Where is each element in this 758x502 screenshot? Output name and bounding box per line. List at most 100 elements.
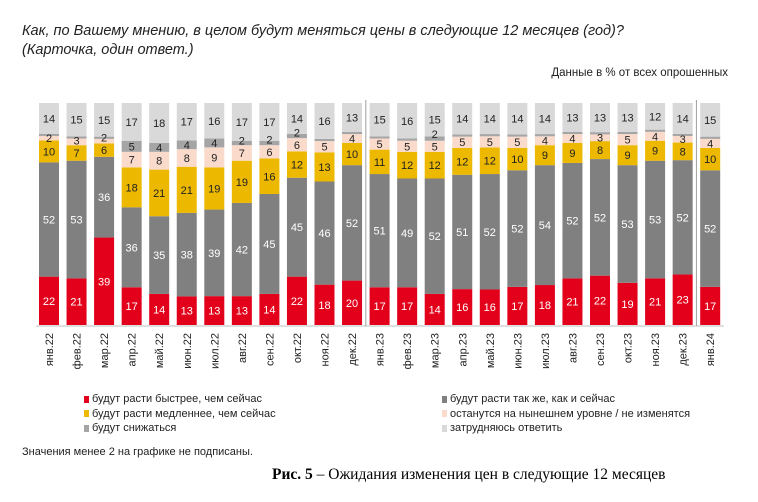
figure-caption-text: – Ожидания изменения цен в следующие 12 … xyxy=(312,466,666,483)
data-label: 19 xyxy=(236,177,248,189)
bar-segment xyxy=(397,287,418,325)
bar-segment xyxy=(369,174,390,288)
bar-segment xyxy=(534,136,555,146)
legend-label: будут расти быстрее, чем сейчас xyxy=(92,393,262,405)
chart-title-block: Как, по Вашему мнению, в целом будут мен… xyxy=(22,22,624,60)
data-label: 4 xyxy=(569,134,575,146)
bar-segment xyxy=(534,134,555,137)
bar-segment xyxy=(672,160,693,275)
chart-subtitle: (Карточка, один ответ.) xyxy=(22,42,194,58)
data-label: 21 xyxy=(70,297,82,309)
legend-item: будут расти так же, как и сейчас xyxy=(442,392,690,407)
bar-segment xyxy=(342,280,363,325)
bar-segment xyxy=(397,151,418,179)
bar-segment xyxy=(562,278,583,325)
data-label: 8 xyxy=(680,146,686,158)
data-label: 7 xyxy=(129,155,135,167)
bar-segment xyxy=(149,151,170,170)
bar-segment xyxy=(314,138,335,142)
legend-label: будут расти так же, как и сейчас xyxy=(450,393,616,405)
data-label: 2 xyxy=(432,129,438,141)
data-label: 15 xyxy=(373,115,385,127)
data-label: 4 xyxy=(707,138,713,150)
data-label: 18 xyxy=(153,118,165,130)
bar-segment xyxy=(176,103,197,141)
data-label: 14 xyxy=(511,114,523,126)
data-label: 5 xyxy=(129,141,135,153)
bar-segment xyxy=(314,181,335,285)
bar-segment xyxy=(617,134,638,146)
bar-segment xyxy=(645,278,666,325)
bar-segment xyxy=(424,136,445,141)
data-label: 5 xyxy=(459,137,465,149)
bar-segment xyxy=(66,136,87,139)
data-label: 22 xyxy=(43,296,55,308)
data-label: 54 xyxy=(539,220,551,232)
bar-segment xyxy=(590,134,610,142)
data-label: 5 xyxy=(487,137,493,149)
bar-segment xyxy=(149,216,170,294)
x-tick-label: авг.22 xyxy=(237,333,249,363)
data-label: 45 xyxy=(263,239,275,251)
data-label: 5 xyxy=(514,137,520,149)
data-label: 36 xyxy=(98,192,110,204)
data-label: 13 xyxy=(346,112,358,124)
data-label: 5 xyxy=(377,139,383,151)
x-tick-label: июн.23 xyxy=(512,333,524,369)
bar-segment xyxy=(700,286,721,325)
x-tick-label: июл.22 xyxy=(209,333,221,369)
data-label: 18 xyxy=(318,300,330,312)
data-label: 38 xyxy=(181,250,193,262)
bar-segment xyxy=(452,134,473,137)
x-tick-label: сен.23 xyxy=(595,333,607,366)
data-label: 52 xyxy=(429,231,441,243)
data-label: 13 xyxy=(318,162,330,174)
bar-segment xyxy=(314,152,335,182)
data-label: 13 xyxy=(181,306,193,318)
x-tick-label: ноя.23 xyxy=(650,333,662,366)
x-tick-label: дек.23 xyxy=(678,333,690,366)
bar-segment xyxy=(369,103,390,137)
data-label: 8 xyxy=(156,156,162,168)
data-label: 6 xyxy=(266,147,272,159)
data-label: 13 xyxy=(621,112,633,124)
data-label: 17 xyxy=(401,301,413,313)
bar-segment xyxy=(39,135,59,141)
bar-segment xyxy=(94,156,115,238)
data-label: 13 xyxy=(594,113,606,125)
data-label: 13 xyxy=(566,112,578,124)
data-label: 12 xyxy=(429,160,441,172)
bar-segment xyxy=(507,136,528,148)
footnote: Значения менее 2 на графике не подписаны… xyxy=(22,446,253,458)
bar-segment xyxy=(342,131,363,135)
bar-segment xyxy=(397,138,418,141)
data-label: 13 xyxy=(236,306,248,318)
bar-segment xyxy=(121,287,142,325)
data-label: 5 xyxy=(404,141,410,153)
data-label: 52 xyxy=(704,224,716,236)
data-label: 42 xyxy=(236,245,248,257)
bar-segment xyxy=(369,136,390,139)
data-label: 14 xyxy=(539,114,551,126)
bar-segment xyxy=(149,103,170,143)
bar-segment xyxy=(231,140,252,146)
x-tick-label: апр.22 xyxy=(127,333,139,366)
data-label: 4 xyxy=(184,140,190,152)
bar-segment xyxy=(672,135,693,143)
bar-segment xyxy=(700,136,721,139)
data-label: 39 xyxy=(98,276,110,288)
data-label: 14 xyxy=(153,304,165,316)
x-tick-label: дек.22 xyxy=(347,333,359,366)
data-label: 22 xyxy=(594,295,606,307)
bar-segment xyxy=(645,140,666,161)
data-label: 45 xyxy=(291,222,303,234)
bar-segment xyxy=(94,103,115,137)
bar-segment xyxy=(645,103,666,130)
data-label: 9 xyxy=(211,152,217,164)
bar-segment xyxy=(617,165,638,283)
bar-segment xyxy=(121,167,142,208)
bar-segment xyxy=(121,207,142,288)
data-label: 10 xyxy=(43,146,55,158)
bar-segment xyxy=(479,147,500,175)
legend-item: останутся на нынешнем уровне / не изменя… xyxy=(442,407,690,422)
